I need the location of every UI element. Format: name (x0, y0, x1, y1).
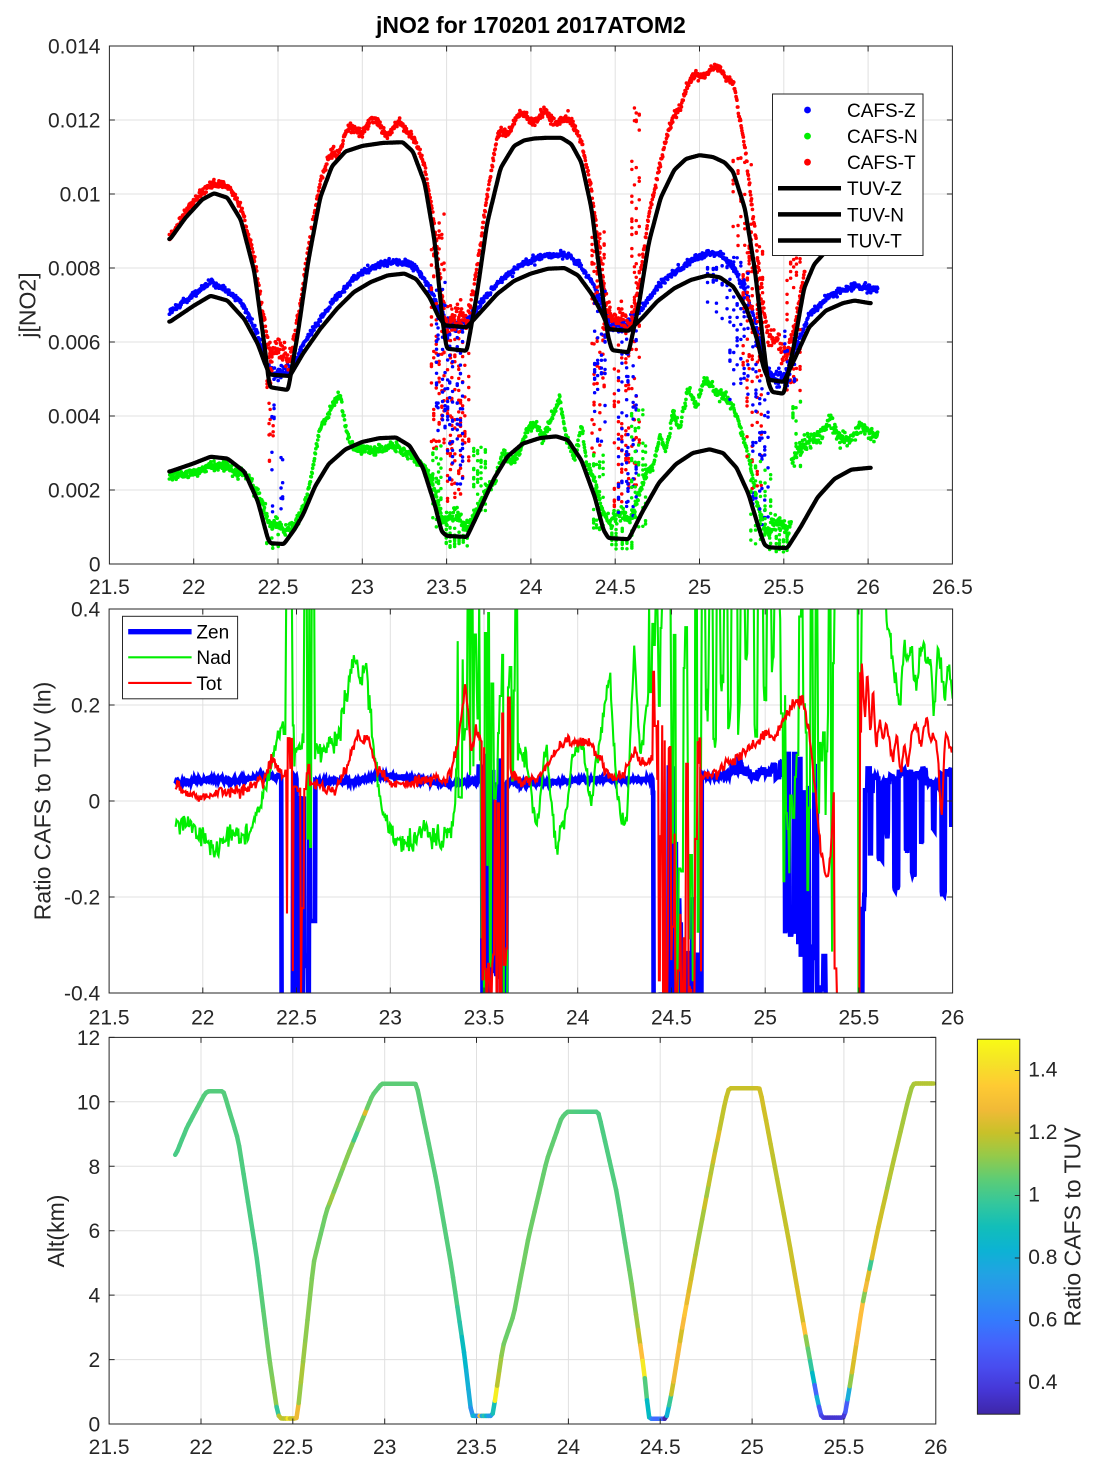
svg-text:6: 6 (89, 1220, 101, 1243)
svg-text:23.5: 23.5 (456, 1436, 497, 1459)
svg-text:1.2: 1.2 (1028, 1121, 1057, 1144)
svg-text:0: 0 (89, 554, 101, 577)
svg-text:1: 1 (1028, 1184, 1040, 1207)
svg-text:26: 26 (856, 576, 879, 599)
svg-text:TUV-Z: TUV-Z (847, 179, 902, 200)
svg-text:22: 22 (191, 1007, 214, 1030)
svg-text:25: 25 (754, 1007, 777, 1030)
svg-text:23: 23 (373, 1436, 396, 1459)
svg-text:23.5: 23.5 (426, 576, 467, 599)
svg-text:0.6: 0.6 (1028, 1309, 1057, 1332)
svg-text:22: 22 (189, 1436, 212, 1459)
svg-text:0.008: 0.008 (48, 258, 101, 281)
svg-text:24.5: 24.5 (651, 1007, 692, 1030)
svg-text:Zen: Zen (196, 623, 229, 644)
svg-text:24: 24 (519, 576, 543, 599)
svg-text:21.5: 21.5 (89, 1436, 130, 1459)
svg-text:TUV-T: TUV-T (847, 231, 902, 252)
svg-text:0.2: 0.2 (71, 695, 100, 718)
svg-text:0.012: 0.012 (48, 110, 101, 133)
svg-text:0.006: 0.006 (48, 332, 101, 355)
svg-text:CAFS-Z: CAFS-Z (847, 101, 916, 122)
svg-text:CAFS-T: CAFS-T (847, 153, 916, 174)
svg-text:25: 25 (740, 1436, 763, 1459)
svg-text:0.4: 0.4 (71, 599, 101, 622)
svg-text:TUV-N: TUV-N (847, 205, 904, 226)
svg-text:26: 26 (924, 1436, 947, 1459)
svg-text:Ratio CAFS to TUV (ln): Ratio CAFS to TUV (ln) (30, 682, 56, 921)
svg-text:CAFS-N: CAFS-N (847, 127, 918, 148)
svg-text:24.5: 24.5 (640, 1436, 681, 1459)
svg-text:-0.4: -0.4 (64, 983, 101, 1006)
svg-text:26.5: 26.5 (932, 576, 973, 599)
svg-text:1.4: 1.4 (1028, 1059, 1058, 1082)
svg-text:26: 26 (941, 1007, 964, 1030)
svg-text:21.5: 21.5 (89, 1007, 130, 1030)
svg-text:23: 23 (379, 1007, 402, 1030)
svg-text:23.5: 23.5 (464, 1007, 505, 1030)
svg-text:23: 23 (351, 576, 374, 599)
svg-text:0.014: 0.014 (48, 36, 101, 59)
svg-text:jNO2 for 170201 2017ATOM2: jNO2 for 170201 2017ATOM2 (375, 12, 686, 38)
svg-text:22.5: 22.5 (272, 1436, 313, 1459)
svg-text:0.01: 0.01 (60, 184, 101, 207)
svg-text:0: 0 (89, 791, 101, 814)
svg-text:Nad: Nad (196, 648, 231, 669)
svg-text:25.5: 25.5 (838, 1007, 879, 1030)
svg-text:21.5: 21.5 (89, 576, 130, 599)
svg-text:24: 24 (557, 1436, 581, 1459)
svg-text:2: 2 (89, 1349, 101, 1372)
svg-text:22.5: 22.5 (276, 1007, 317, 1030)
svg-text:-0.2: -0.2 (64, 887, 100, 910)
svg-text:0.4: 0.4 (1028, 1371, 1058, 1394)
svg-text:24.5: 24.5 (595, 576, 636, 599)
svg-text:4: 4 (89, 1285, 101, 1308)
svg-text:Tot: Tot (196, 674, 222, 695)
svg-text:25: 25 (688, 576, 711, 599)
svg-text:22.5: 22.5 (258, 576, 299, 599)
svg-text:0: 0 (89, 1414, 101, 1437)
svg-text:0.002: 0.002 (48, 480, 101, 503)
svg-text:Ratio CAFS to TUV: Ratio CAFS to TUV (1060, 1127, 1086, 1327)
svg-text:12: 12 (77, 1027, 100, 1050)
svg-text:Alt(km): Alt(km) (43, 1195, 69, 1268)
svg-text:24: 24 (566, 1007, 590, 1030)
svg-text:25.5: 25.5 (823, 1436, 864, 1459)
svg-text:j[NO2]: j[NO2] (15, 272, 41, 338)
svg-text:10: 10 (77, 1091, 100, 1114)
svg-text:0.004: 0.004 (48, 406, 101, 429)
svg-text:0.8: 0.8 (1028, 1246, 1057, 1269)
svg-text:25.5: 25.5 (763, 576, 804, 599)
svg-text:22: 22 (182, 576, 205, 599)
svg-text:8: 8 (89, 1156, 101, 1179)
